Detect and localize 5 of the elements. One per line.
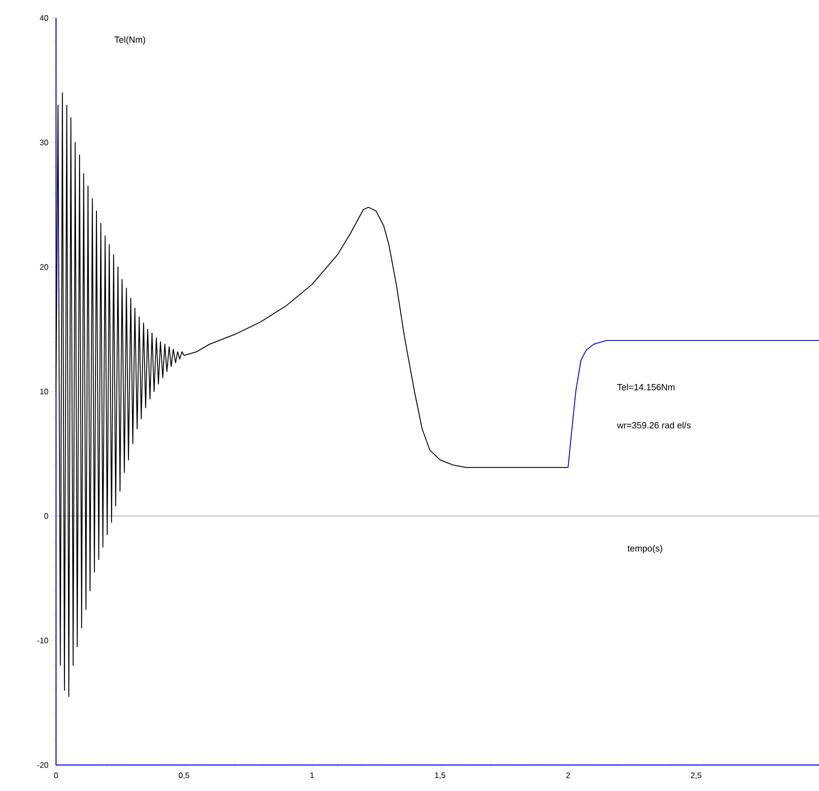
annotation: Tel=14.156Nm xyxy=(617,384,674,390)
y-axis-title: Tel(Nm) xyxy=(114,36,146,45)
line-series xyxy=(568,340,819,468)
annotation: wr=359.26 rad el/s xyxy=(616,422,691,428)
x-axis-title: tempo(s) xyxy=(628,544,662,554)
